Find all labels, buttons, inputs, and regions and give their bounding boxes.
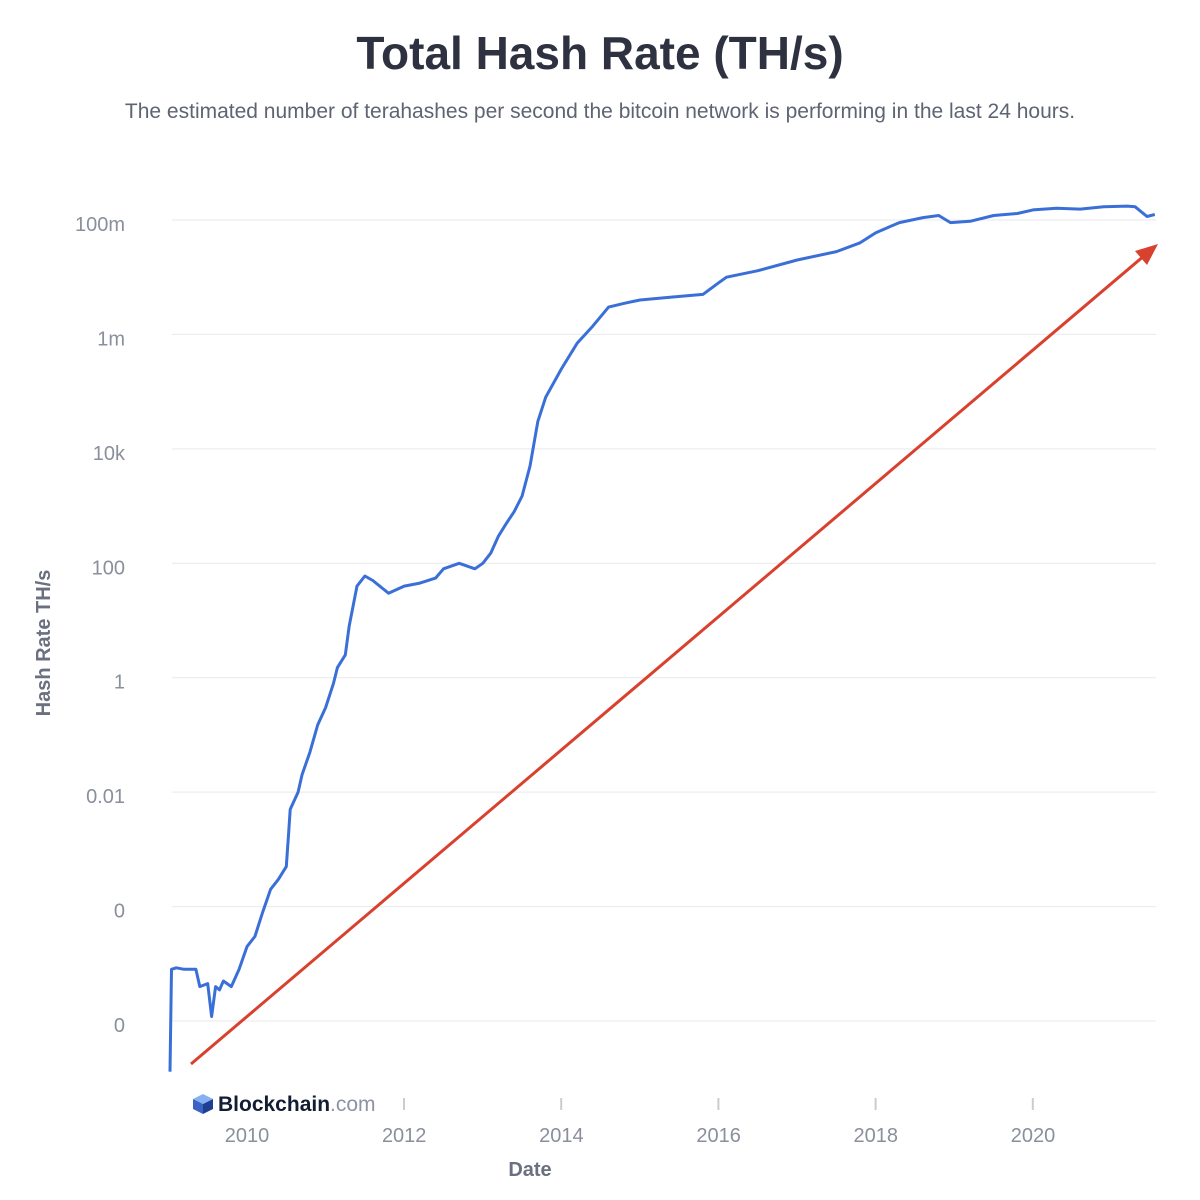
blockchain-logo: Blockchain .com [192,1093,376,1117]
x-tick-label: 2014 [539,1125,584,1147]
x-tick-label: 2016 [696,1125,741,1147]
y-tick-label: 0 [114,901,125,923]
y-tick-label: 1m [97,328,125,350]
x-tick-label: 2012 [382,1125,427,1147]
y-tick-labels: 0 0 0.01 1 100 10k 1m 100m [75,214,126,1037]
logo-domain: .com [330,1093,376,1116]
logo-wordmark: Blockchain [218,1093,331,1116]
trend-arrow-shaft [190,253,1146,1066]
trend-arrow-head [1135,244,1158,265]
y-axis-title: Hash Rate TH/s [33,570,55,717]
x-axis-title: Date [508,1159,551,1181]
y-tick-label: 10k [93,443,126,465]
chart-subtitle: The estimated number of terahashes per s… [124,100,1076,123]
blockchain-cube-icon [192,1094,214,1116]
x-tick-label: 2020 [1011,1125,1056,1147]
y-tick-label: 100 [92,557,125,579]
chart-title: Total Hash Rate (TH/s) [356,27,844,79]
x-tick-label: 2010 [225,1125,270,1147]
x-tick-label: 2018 [854,1125,899,1147]
y-tick-label: 1 [114,672,125,694]
y-tick-label: 100m [75,214,125,236]
hash-rate-series-line [168,204,1156,1072]
red-trend-arrow [190,244,1158,1066]
grid-lines [172,219,1156,1022]
x-axis-ticks: 2010 2012 2014 2016 2018 2020 [225,1098,1056,1147]
y-tick-label: 0.01 [86,786,125,808]
y-tick-label: 0 [114,1015,125,1037]
